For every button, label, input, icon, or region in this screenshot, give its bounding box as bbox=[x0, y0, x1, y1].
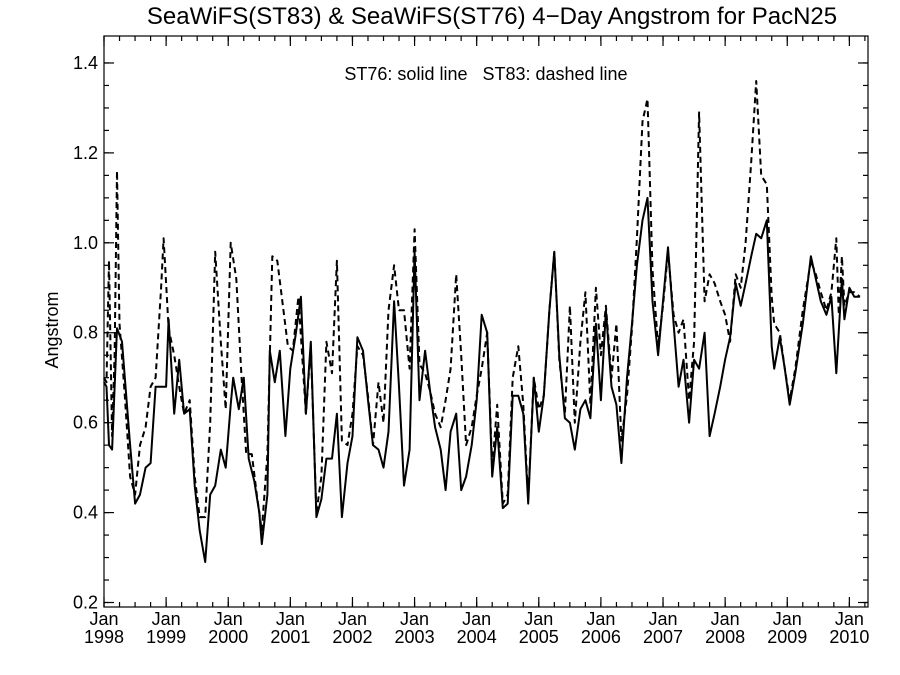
y-tick-label: 0.8 bbox=[73, 323, 98, 343]
x-tick-month: Jan bbox=[214, 609, 243, 629]
y-axis: 0.2 0.4 0.6 0.8 1.0 1.2 1.4 bbox=[73, 53, 868, 613]
x-tick-month: Jan bbox=[711, 609, 740, 629]
x-tick-year: 2007 bbox=[643, 627, 683, 647]
x-tick-year: 2009 bbox=[767, 627, 807, 647]
y-tick-label: 0.4 bbox=[73, 503, 98, 523]
x-tick-year: 2005 bbox=[519, 627, 559, 647]
series-line-st76 bbox=[103, 196, 860, 563]
x-tick-month: Jan bbox=[649, 609, 678, 629]
y-tick-label: 0.2 bbox=[73, 593, 98, 613]
x-tick-year: 1998 bbox=[84, 627, 124, 647]
x-tick-year: 2000 bbox=[208, 627, 248, 647]
y-tick-label: 1.4 bbox=[73, 53, 98, 73]
x-tick-month: Jan bbox=[276, 609, 305, 629]
y-tick-label: 1.2 bbox=[73, 143, 98, 163]
x-tick-month: Jan bbox=[400, 609, 429, 629]
y-tick-label: 1.0 bbox=[73, 233, 98, 253]
x-axis: Jan1998Jan1999Jan2000Jan2001Jan2002Jan20… bbox=[84, 36, 869, 647]
x-tick-year: 2002 bbox=[332, 627, 372, 647]
x-tick-month: Jan bbox=[773, 609, 802, 629]
x-tick-year: 2010 bbox=[829, 627, 869, 647]
x-tick-year: 2003 bbox=[395, 627, 435, 647]
x-tick-year: 1999 bbox=[146, 627, 186, 647]
x-tick-month: Jan bbox=[89, 609, 118, 629]
x-tick-month: Jan bbox=[338, 609, 367, 629]
x-tick-month: Jan bbox=[586, 609, 615, 629]
series-style-annotation: ST76: solid line ST83: dashed line bbox=[344, 64, 627, 84]
series-line-st83 bbox=[103, 80, 861, 532]
x-tick-month: Jan bbox=[462, 609, 491, 629]
x-tick-year: 2008 bbox=[705, 627, 745, 647]
y-axis-label: Angstrom bbox=[42, 291, 62, 368]
y-tick-label: 0.6 bbox=[73, 413, 98, 433]
chart-title: SeaWiFS(ST83) & SeaWiFS(ST76) 4−Day Angs… bbox=[147, 3, 837, 30]
series-layer bbox=[103, 80, 861, 563]
x-tick-month: Jan bbox=[152, 609, 181, 629]
plot-frame bbox=[103, 35, 869, 608]
x-tick-year: 2001 bbox=[270, 627, 310, 647]
x-tick-month: Jan bbox=[835, 609, 864, 629]
x-tick-year: 2006 bbox=[581, 627, 621, 647]
x-tick-year: 2004 bbox=[457, 627, 497, 647]
x-tick-month: Jan bbox=[524, 609, 553, 629]
